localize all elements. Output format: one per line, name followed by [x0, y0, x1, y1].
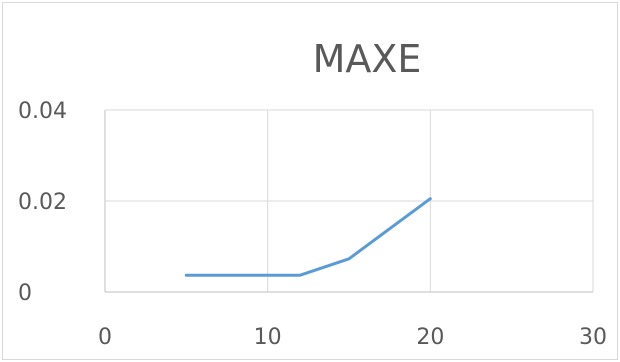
horizontal-gridlines — [105, 109, 593, 293]
x-tick-label: 20 — [416, 325, 444, 350]
series-layer — [184, 197, 432, 277]
y-tick-label: 0.04 — [18, 99, 67, 124]
y-tick-label: 0.02 — [18, 190, 67, 215]
x-tick-label: 10 — [254, 325, 282, 350]
x-tick-label: 30 — [579, 325, 607, 350]
x-tick-labels: 0 10 20 30 — [98, 325, 607, 350]
y-tick-labels: 0 0.02 0.04 — [18, 99, 67, 306]
chart-title: MAXE — [313, 37, 422, 81]
series-line-0 — [184, 197, 432, 277]
x-tick-label: 0 — [98, 325, 112, 350]
y-tick-label: 0 — [18, 281, 32, 306]
